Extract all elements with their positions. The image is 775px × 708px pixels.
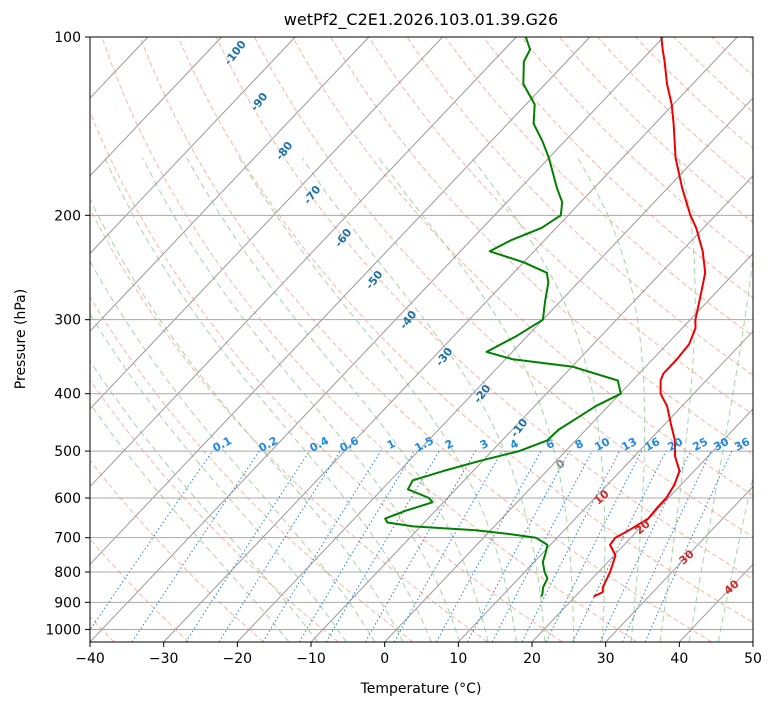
isotherm — [90, 37, 664, 642]
mixing-ratio-line — [90, 450, 214, 631]
moist-adiabat — [378, 157, 575, 642]
x-tick-label: 0 — [380, 651, 389, 667]
moist-adiabat — [104, 157, 432, 642]
y-tick-label: 600 — [54, 491, 81, 507]
moist-adiabat — [238, 157, 517, 642]
isotherm — [457, 330, 753, 642]
mixing-ratio-line — [325, 450, 441, 642]
y-tick-label: 100 — [54, 30, 81, 46]
temperature-line — [593, 37, 707, 598]
mixing-ratio-line — [572, 450, 667, 642]
x-tick-label: 50 — [744, 651, 762, 667]
mixing-ratio-line — [435, 450, 542, 642]
dry-adiabat — [177, 37, 753, 623]
x-axis-label: Temperature (°C) — [360, 681, 482, 697]
x-tick-label: 30 — [597, 651, 615, 667]
isotherm — [605, 485, 753, 642]
dry-adiabat — [482, 37, 753, 299]
x-tick-label: −20 — [223, 651, 253, 667]
mixing-ratio-line — [467, 450, 571, 642]
isotherm — [90, 37, 370, 332]
data-series — [384, 37, 707, 598]
isotherm — [90, 37, 222, 177]
moist-adiabat — [471, 157, 606, 642]
dry-adiabat — [444, 37, 753, 337]
y-tick-label: 500 — [54, 444, 81, 460]
x-tick-label: 40 — [670, 651, 688, 667]
y-tick-label: 800 — [54, 565, 81, 581]
isotherm — [531, 408, 753, 642]
dry-adiabat — [635, 37, 753, 150]
y-tick-label: 700 — [54, 531, 81, 547]
mixing-ratio-line — [218, 450, 342, 642]
mixing-ratio-label: 25 — [690, 435, 710, 454]
mixing-ratio-line — [298, 450, 416, 642]
adiabat-lines — [90, 37, 753, 642]
grid-lines — [90, 37, 753, 642]
plot-area: 0.1 0.2 0.4 0.6 1 1.5 2 3 4 6 8 10 13 16 20 25 30 36-100-… — [90, 37, 753, 642]
dewpoint-line — [384, 37, 622, 597]
mixing-ratio-label: 30 — [711, 435, 731, 454]
dry-adiabat — [101, 37, 638, 642]
x-tick-label: 20 — [523, 651, 541, 667]
isotherm — [236, 97, 753, 642]
moist-adiabat — [90, 197, 404, 642]
mixing-ratio-label: 16 — [642, 435, 662, 454]
dry-adiabat — [253, 37, 753, 538]
chart-title: wetPf2_C2E1.2026.103.01.39.G26 — [284, 10, 558, 30]
dry-adiabat — [406, 37, 753, 376]
moist-adiabat — [90, 260, 376, 642]
y-tick-label: 200 — [54, 208, 81, 224]
isotherm — [90, 37, 591, 566]
dry-adiabat — [292, 37, 753, 497]
moist-adiabat — [90, 402, 290, 642]
mixing-ratio-line — [364, 450, 477, 642]
mixing-ratio-label: 10 — [592, 435, 612, 454]
dry-adiabat — [330, 37, 753, 456]
x-tick-label: 10 — [449, 651, 467, 667]
y-tick-label: 1000 — [45, 622, 81, 638]
y-tick-label: 900 — [54, 595, 81, 611]
dry-adiabat — [90, 459, 264, 642]
mixing-ratio-line — [393, 450, 503, 642]
isotherm — [384, 252, 753, 642]
y-tick-label: 300 — [54, 313, 81, 329]
dry-adiabat — [215, 37, 753, 580]
moist-adiabat — [90, 360, 319, 642]
isotherm — [310, 175, 753, 642]
y-tick-label: 400 — [54, 387, 81, 403]
dry-adiabat — [90, 110, 563, 642]
dry-adiabat — [368, 37, 753, 416]
moist-adiabat — [717, 475, 753, 642]
dry-adiabat — [90, 538, 190, 642]
isotherm — [90, 37, 443, 410]
isotherm — [90, 37, 517, 488]
moist-adiabat — [688, 252, 753, 642]
mixing-ratio-line — [621, 450, 712, 642]
plot-frame — [89, 36, 754, 643]
mixing-ratio-label: 13 — [619, 435, 639, 454]
dry-adiabat — [90, 295, 414, 642]
dry-adiabat — [139, 37, 712, 642]
x-tick-label: −10 — [296, 651, 326, 667]
moist-adiabat — [301, 157, 546, 642]
moist-adiabat — [577, 157, 646, 642]
moist-adiabat — [186, 157, 489, 642]
mixing-ratio-line — [262, 450, 382, 642]
axis-ticks: −40 −30 −20 −10 0 10 20 30 40 50 100 200 300 400 500 60… — [45, 30, 762, 667]
y-axis-label: Pressure (hPa) — [13, 289, 29, 389]
isotherm — [90, 37, 296, 255]
mixing-ratio-line — [644, 450, 733, 642]
x-tick-label: −30 — [149, 651, 179, 667]
dry-adiabat — [559, 37, 753, 224]
mixing-ratio-label: 36 — [732, 435, 752, 454]
isotherm — [163, 37, 738, 642]
mixing-ratio-label: 20 — [665, 435, 685, 454]
x-tick-label: −40 — [75, 651, 105, 667]
moist-adiabat — [90, 313, 347, 642]
